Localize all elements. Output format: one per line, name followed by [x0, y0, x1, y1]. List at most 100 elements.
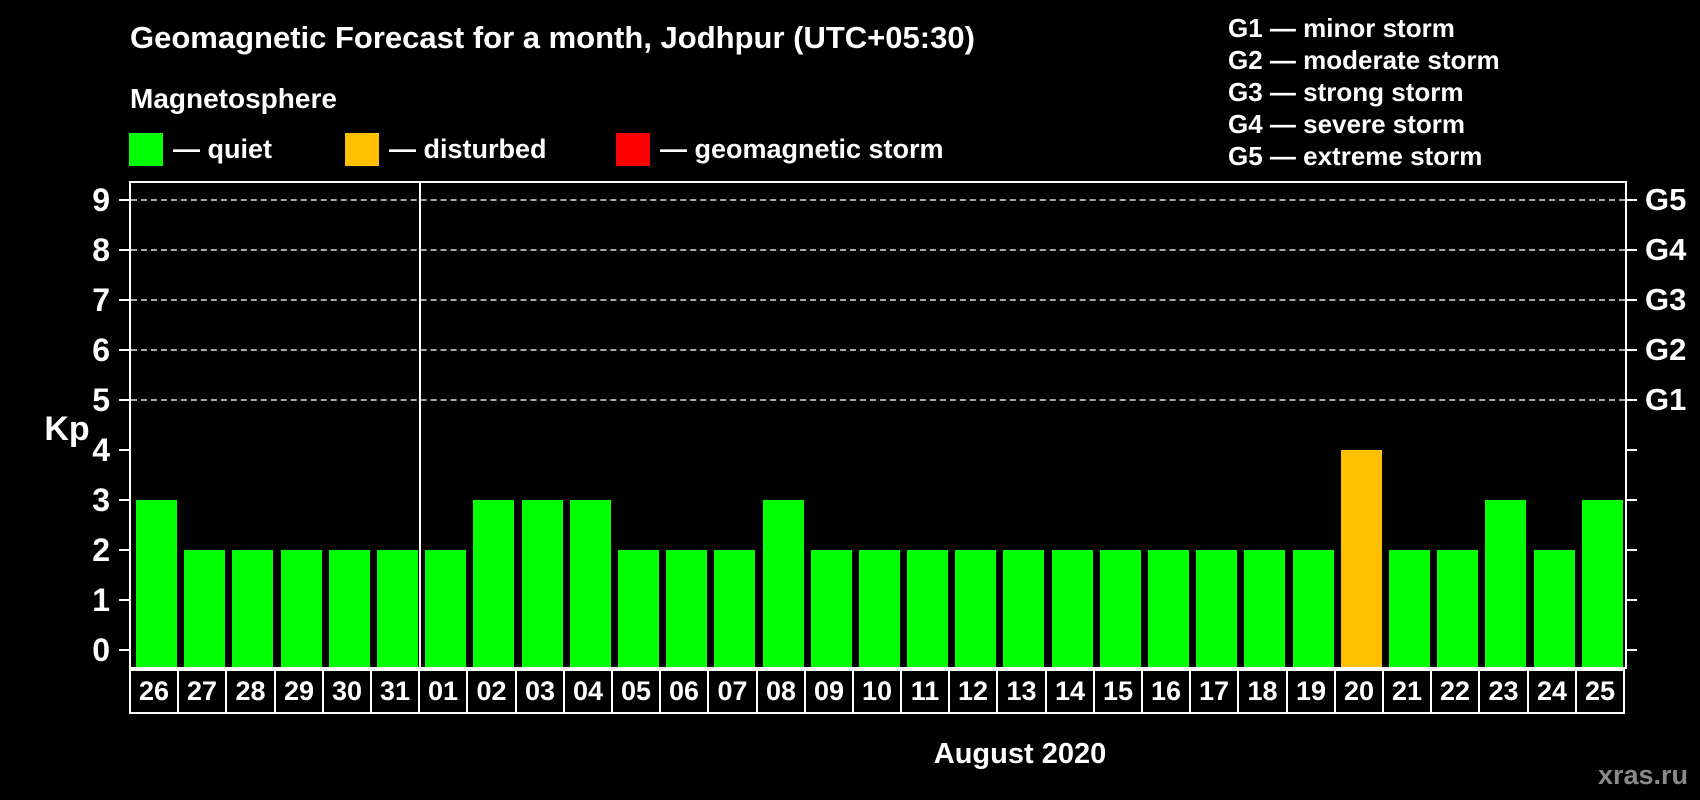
quiet-legend-label: — quiet — [173, 134, 272, 164]
kp-bar-day-20 — [1341, 450, 1382, 667]
right-axis-label-G2: G2 — [1645, 332, 1687, 367]
x-tick-label-day-23: 23 — [1478, 669, 1529, 714]
x-tick-label-day-07: 07 — [707, 669, 758, 714]
x-tick-label-day-13: 13 — [996, 669, 1047, 714]
kp-bar-day-06 — [666, 550, 707, 667]
x-tick-label-day-29: 29 — [274, 669, 324, 714]
kp-bar-day-27 — [184, 550, 225, 667]
x-tick-label-day-19: 19 — [1286, 669, 1336, 714]
kp-bar-day-09 — [811, 550, 852, 667]
kp-bar-day-23 — [1485, 500, 1526, 667]
x-tick-label-day-05: 05 — [611, 669, 661, 714]
storm-legend-swatch — [616, 133, 650, 166]
chart-title: Geomagnetic Forecast for a month, Jodhpu… — [130, 20, 975, 55]
x-tick-label-day-22: 22 — [1430, 669, 1480, 714]
x-tick-label-day-20: 20 — [1334, 669, 1384, 714]
g-legend-line: G3 — strong storm — [1228, 77, 1464, 107]
kp-bar-day-02 — [473, 500, 514, 667]
x-tick-label-day-28: 28 — [225, 669, 276, 714]
kp-bar-day-26 — [136, 500, 177, 667]
kp-bar-day-17 — [1196, 550, 1237, 667]
gridline-kp6 — [131, 349, 1625, 351]
disturbed-legend-label: — disturbed — [389, 134, 547, 164]
kp-bar-day-04 — [570, 500, 611, 667]
month-separator-line — [419, 183, 421, 667]
kp-bar-day-29 — [281, 550, 322, 667]
x-tick-label-day-10: 10 — [852, 669, 902, 714]
x-tick-label-day-26: 26 — [129, 669, 179, 714]
x-tick-label-day-27: 27 — [177, 669, 227, 714]
kp-bar-day-24 — [1534, 550, 1575, 667]
kp-bar-day-07 — [714, 550, 755, 667]
x-tick-label-day-17: 17 — [1189, 669, 1239, 714]
x-tick-label-day-14: 14 — [1045, 669, 1095, 714]
y-tick-label-3: 3 — [92, 482, 110, 518]
x-tick-label-day-04: 04 — [563, 669, 613, 714]
kp-bar-day-18 — [1244, 550, 1285, 667]
gridline-kp9 — [131, 199, 1625, 201]
plot-area — [129, 181, 1627, 669]
x-tick-label-day-30: 30 — [322, 669, 372, 714]
x-tick-label-day-21: 21 — [1382, 669, 1432, 714]
kp-bar-day-21 — [1389, 550, 1430, 667]
right-axis-label-G1: G1 — [1645, 382, 1687, 417]
kp-bar-day-19 — [1293, 550, 1334, 667]
g-legend-line: G4 — severe storm — [1228, 109, 1466, 139]
y-tick-label-2: 2 — [92, 532, 110, 568]
watermark: xras.ru — [1597, 760, 1688, 790]
chart-subtitle: Magnetosphere — [130, 83, 337, 114]
x-tick-label-day-12: 12 — [948, 669, 998, 714]
kp-bar-day-03 — [522, 500, 563, 667]
y-axis-title: Kp — [44, 410, 90, 448]
kp-bar-day-13 — [1003, 550, 1044, 667]
kp-bar-day-05 — [618, 550, 659, 667]
x-tick-label-day-16: 16 — [1141, 669, 1191, 714]
x-tick-label-day-06: 06 — [659, 669, 709, 714]
kp-bar-day-16 — [1148, 550, 1189, 667]
x-tick-label-day-03: 03 — [515, 669, 565, 714]
x-tick-label-day-15: 15 — [1093, 669, 1143, 714]
x-tick-label-day-02: 02 — [466, 669, 517, 714]
right-axis-label-G4: G4 — [1645, 232, 1687, 267]
y-tick-label-1: 1 — [92, 582, 110, 618]
y-tick-label-8: 8 — [92, 232, 110, 268]
x-tick-label-day-31: 31 — [370, 669, 420, 714]
kp-bar-day-10 — [859, 550, 900, 667]
status-legend: — quiet — disturbed — geomagnetic storm — [0, 131, 1700, 167]
x-tick-label-day-09: 09 — [804, 669, 854, 714]
g-scale-legend: G1 — minor storm G2 — moderate storm G3 — … — [1228, 12, 1500, 172]
kp-bar-day-22 — [1437, 550, 1478, 667]
quiet-legend-swatch — [129, 133, 163, 166]
gridline-kp5 — [131, 399, 1625, 401]
kp-bar-day-01 — [425, 550, 466, 667]
kp-bar-day-28 — [232, 550, 273, 667]
y-tick-label-9: 9 — [92, 182, 110, 218]
kp-bar-day-31 — [377, 550, 418, 667]
kp-bar-day-12 — [955, 550, 996, 667]
kp-bar-day-14 — [1052, 550, 1093, 667]
g-legend-line: G5 — extreme storm — [1228, 141, 1483, 171]
x-axis-date-row: 26 27 28 29 30 31 01 02 03 04 05 06 07 08 09 10 11 12 13 14… — [129, 669, 1629, 714]
storm-legend-label: — geomagnetic storm — [660, 134, 944, 164]
y-tick-label-7: 7 — [92, 282, 110, 318]
kp-bar-day-30 — [329, 550, 370, 667]
right-axis-label-G3: G3 — [1645, 282, 1687, 317]
kp-bar-day-11 — [907, 550, 948, 667]
kp-bar-day-08 — [763, 500, 804, 667]
disturbed-legend-swatch — [345, 133, 379, 166]
gridline-kp7 — [131, 299, 1625, 301]
x-axis-title: August 2020 — [933, 738, 1107, 770]
x-tick-label-day-18: 18 — [1237, 669, 1288, 714]
kp-bar-day-15 — [1100, 550, 1141, 667]
kp-bar-day-25 — [1582, 500, 1623, 667]
gridline-kp8 — [131, 249, 1625, 251]
x-tick-label-day-25: 25 — [1575, 669, 1625, 714]
y-tick-label-6: 6 — [92, 332, 110, 368]
x-tick-label-day-01: 01 — [418, 669, 468, 714]
g-legend-line: G1 — minor storm — [1228, 13, 1455, 43]
x-tick-label-day-08: 08 — [756, 669, 806, 714]
right-axis-label-G5: G5 — [1645, 182, 1687, 217]
x-tick-label-day-11: 11 — [900, 669, 950, 714]
g-legend-line: G2 — moderate storm — [1228, 45, 1500, 75]
